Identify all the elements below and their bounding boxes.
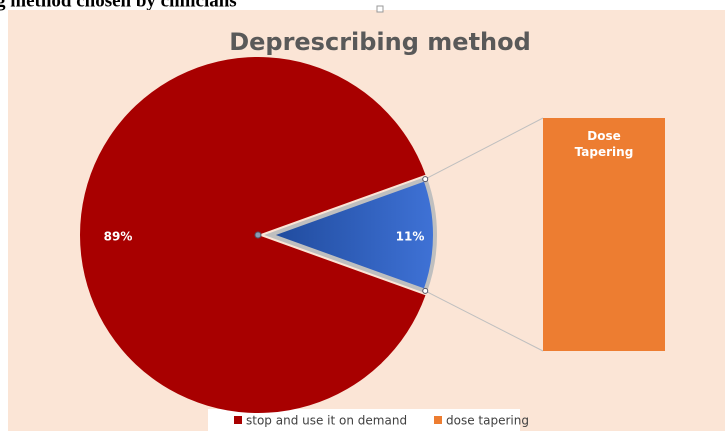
slice-handle [422, 176, 429, 183]
bar [543, 118, 665, 351]
slice-handle [422, 287, 429, 294]
bar-label-box: Dose Tapering [574, 129, 634, 159]
chart-title: Deprescribing method [229, 28, 531, 56]
legend-box [208, 409, 520, 431]
data-label: 89% [104, 230, 133, 244]
bar-label: Dose Tapering [574, 129, 634, 159]
resize-handle [376, 5, 384, 13]
connector-line [425, 117, 544, 180]
legend-swatch [434, 416, 442, 424]
legend-swatch [234, 416, 242, 424]
pie-slice [264, 176, 437, 294]
legend-label: stop and use it on demand [246, 414, 407, 428]
pie-slice [80, 56, 426, 413]
connector-line [425, 290, 544, 352]
legend-label: dose tapering [446, 414, 529, 428]
pie-center-handle [254, 231, 262, 239]
data-label: 11% [396, 230, 425, 244]
page-heading: g method chosen by clinicians [0, 0, 237, 11]
